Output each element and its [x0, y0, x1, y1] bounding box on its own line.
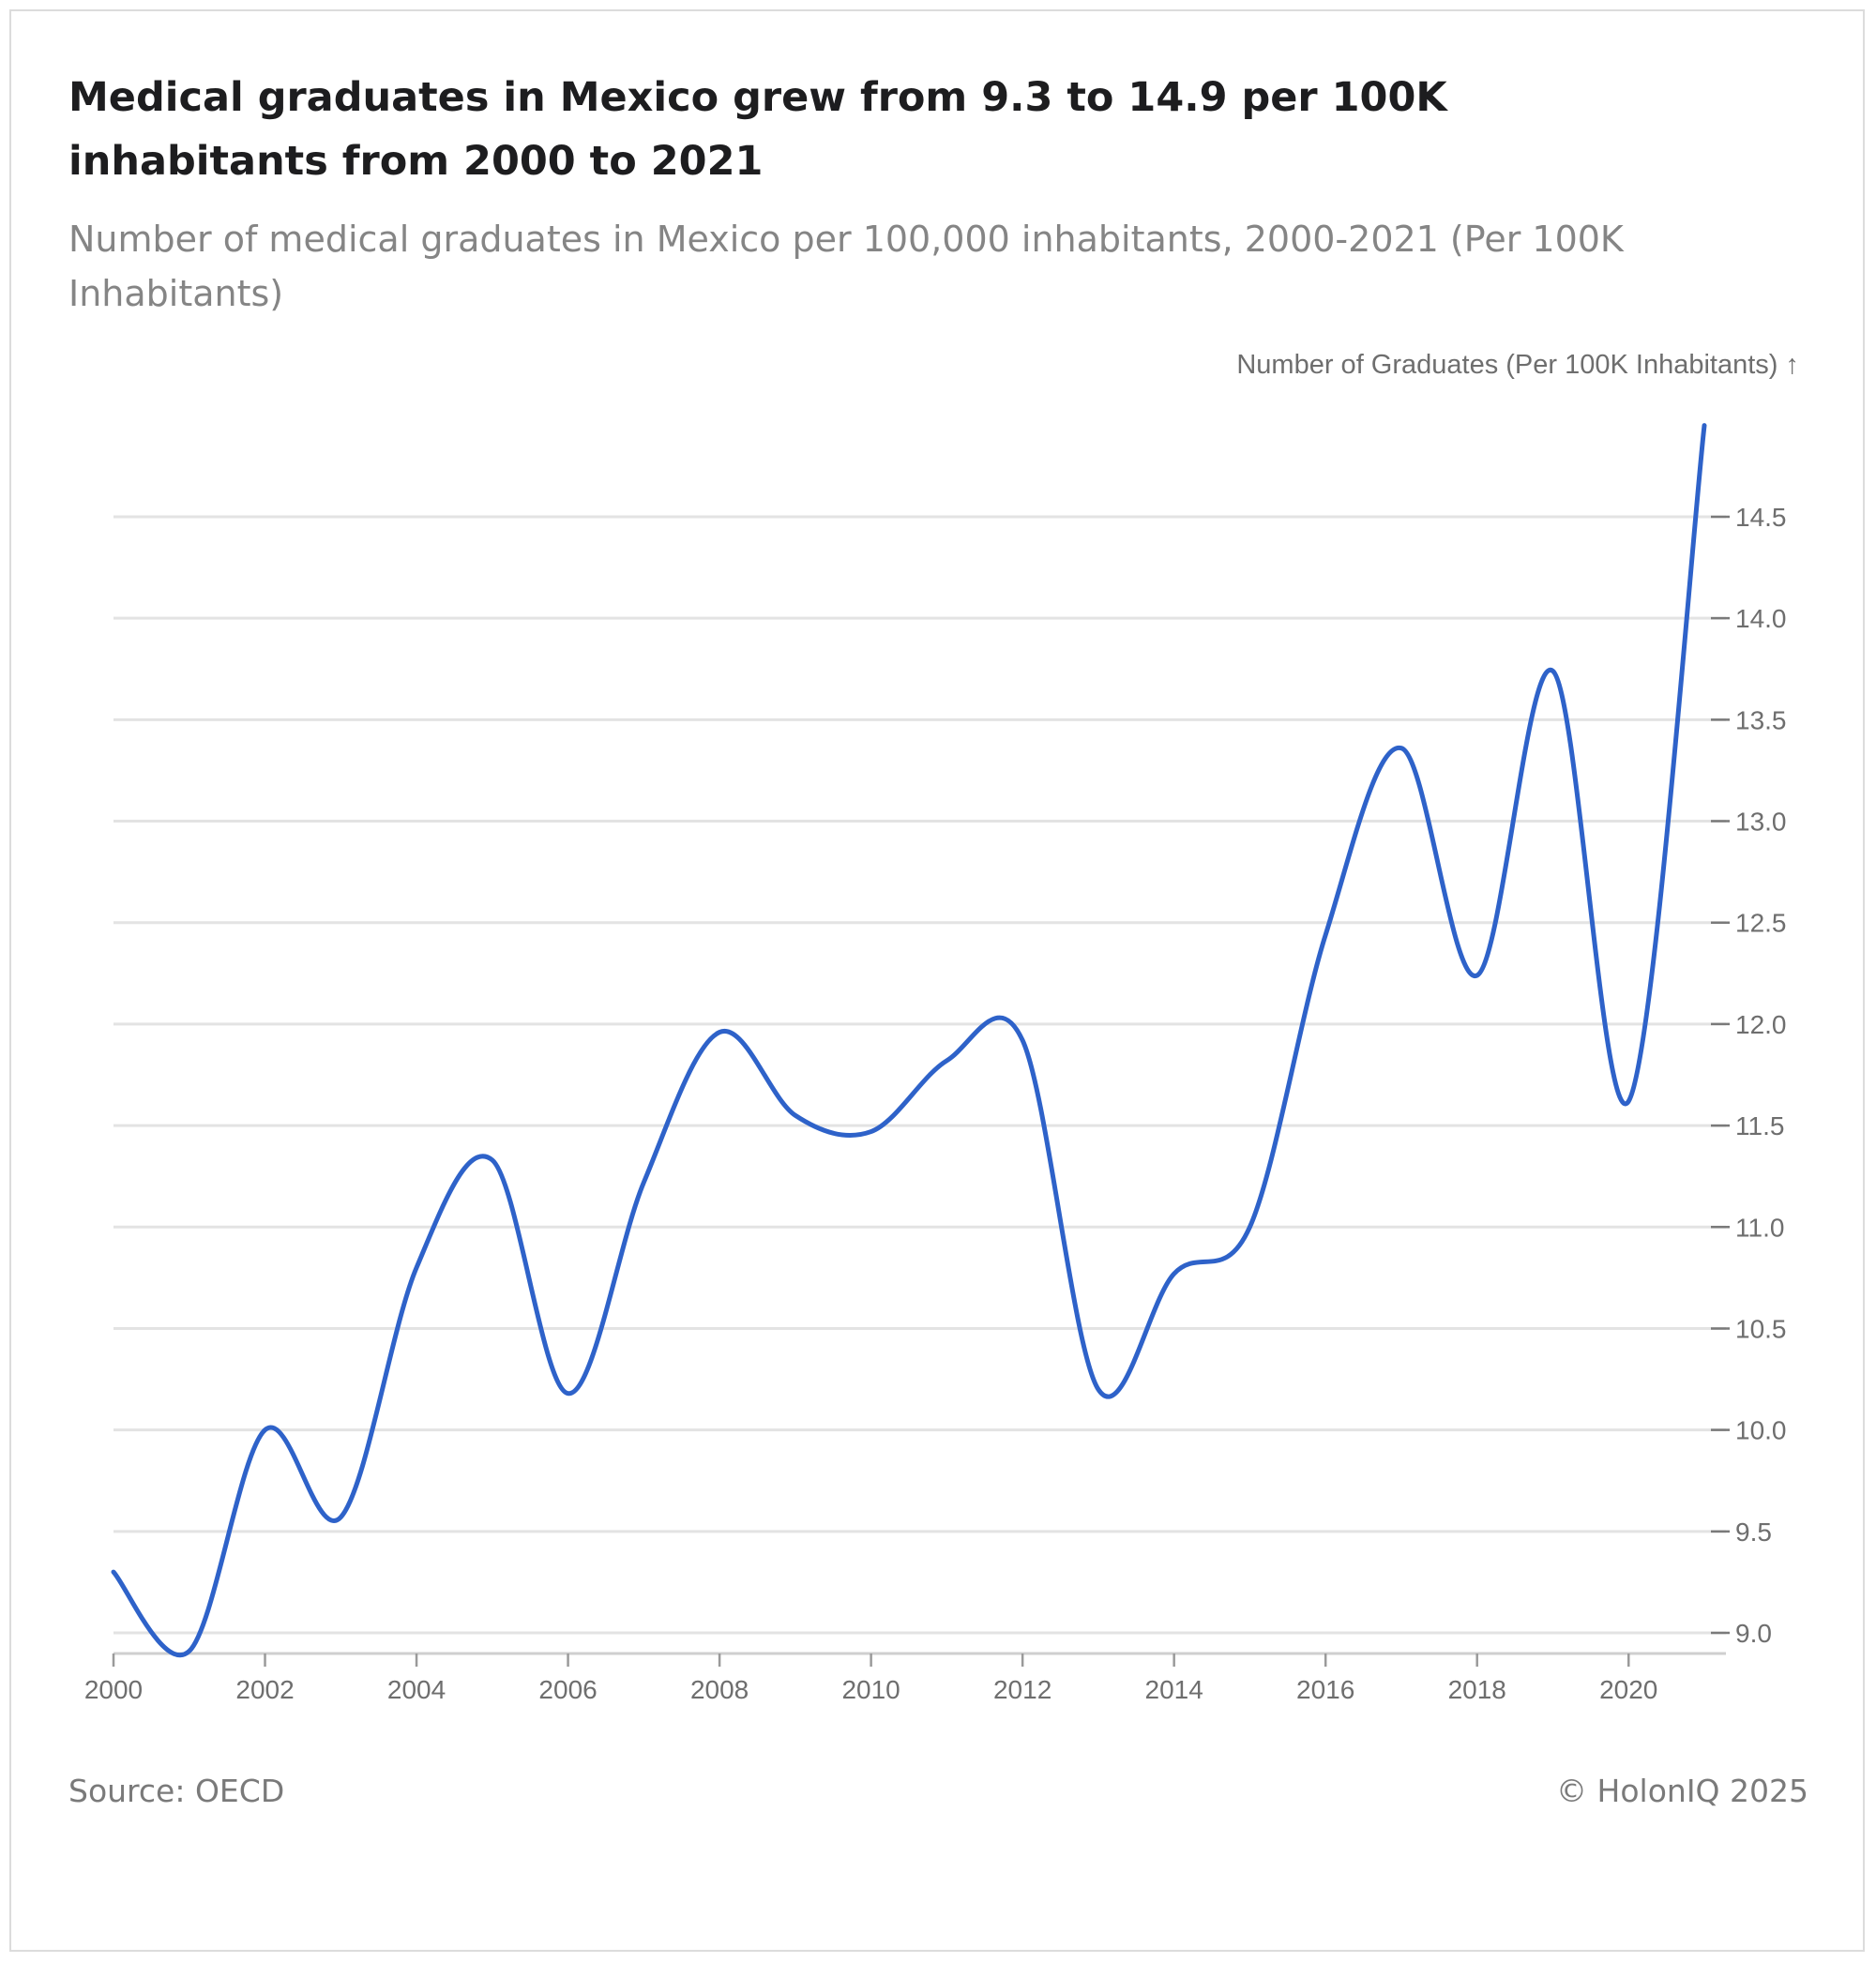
copyright-note: © HolonIQ 2025: [1556, 1773, 1808, 1809]
data-point: [793, 1112, 798, 1118]
chart-card: [9, 9, 1865, 1952]
y-tick-label: 14.0: [1735, 604, 1787, 633]
y-tick-label: 9.5: [1735, 1518, 1772, 1547]
y-axis-ticks: 9.0 9.5 10.0 10.5 11.0 11.5 12.0 12.5 13.0 13.5 14…: [1711, 503, 1787, 1648]
chart-title: Medical graduates in Mexico grew from 9.…: [68, 74, 1447, 185]
chart-subtitle: Number of medical graduates in Mexico pe…: [68, 219, 1624, 314]
data-point: [414, 1265, 419, 1271]
y-tick-label: 11.5: [1735, 1111, 1784, 1140]
y-tick-label: 13.0: [1735, 808, 1787, 837]
x-tick-label: 2020: [1599, 1675, 1657, 1704]
y-tick-label: 10.5: [1735, 1314, 1787, 1343]
data-point: [944, 1058, 949, 1064]
data-point: [1323, 932, 1328, 938]
data-point: [1247, 1224, 1252, 1230]
y-axis-title: Number of Graduates (Per 100K Inhabitant…: [1236, 350, 1799, 380]
data-point: [263, 1427, 268, 1433]
data-point: [1172, 1271, 1177, 1276]
data-point: [717, 1030, 722, 1035]
x-tick-label: 2002: [235, 1675, 294, 1704]
data-point: [1399, 746, 1404, 751]
data-point: [111, 1569, 116, 1575]
data-point: [566, 1391, 571, 1397]
gridlines: [113, 515, 1726, 1635]
x-tick-label: 2010: [841, 1675, 900, 1704]
data-point: [1020, 1037, 1025, 1043]
data-point: [641, 1180, 646, 1185]
data-point: [1096, 1386, 1101, 1392]
x-tick-label: 2016: [1296, 1675, 1354, 1704]
data-point: [1550, 668, 1555, 673]
data-point: [1626, 1098, 1631, 1104]
data-point: [490, 1157, 495, 1163]
source-note: Source: OECD: [68, 1773, 285, 1809]
y-tick-label: 9.0: [1735, 1619, 1772, 1648]
data-point: [1475, 973, 1480, 978]
x-tick-label: 2006: [538, 1675, 597, 1704]
data-point: [1702, 423, 1707, 429]
y-tick-label: 10.0: [1735, 1416, 1787, 1445]
y-tick-label: 13.5: [1735, 705, 1787, 734]
x-tick-label: 2018: [1448, 1675, 1506, 1704]
series-line: [111, 423, 1707, 1657]
x-tick-label: 2012: [993, 1675, 1051, 1704]
y-tick-label: 12.5: [1735, 909, 1787, 938]
x-axis-ticks: 2000 2002 2004 2006 2008 2010 2012 2014 2016 2018…: [84, 1653, 1657, 1704]
x-tick-label: 2004: [387, 1675, 446, 1704]
x-tick-label: 2008: [690, 1675, 749, 1704]
series-layer: [111, 423, 1707, 1657]
x-tick-label: 2014: [1145, 1675, 1203, 1704]
y-tick-label: 11.0: [1735, 1213, 1784, 1242]
data-point: [869, 1129, 874, 1135]
data-point: [187, 1648, 192, 1653]
y-tick-label: 12.0: [1735, 1010, 1787, 1039]
data-point: [338, 1515, 343, 1520]
y-tick-label: 14.5: [1735, 503, 1787, 532]
x-tick-label: 2000: [84, 1675, 143, 1704]
